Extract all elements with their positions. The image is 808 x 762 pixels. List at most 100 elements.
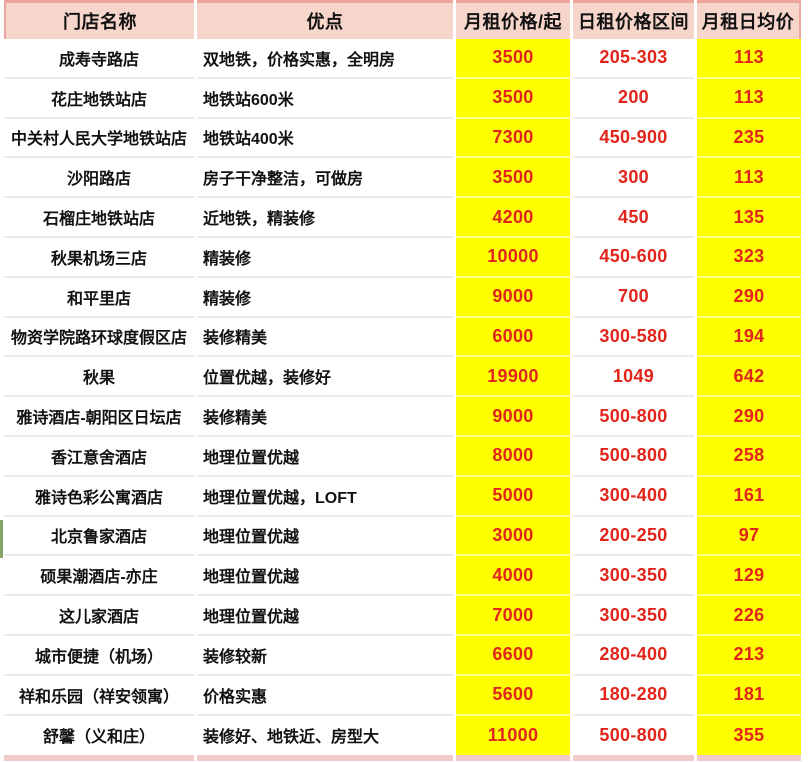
advantage-cell: 双地铁，价格实惠，全明房 <box>197 39 453 79</box>
monthly-price-cell: 4200 <box>456 198 570 238</box>
store-name-cell: 城市便捷（机场） <box>4 635 194 676</box>
column-header-daily-average: 月租日均价 <box>697 0 801 39</box>
monthly-price-cell: 3500 <box>456 39 570 79</box>
store-name-cell: 物资学院路环球度假区店 <box>4 317 194 358</box>
advantage-cell: 地理位置优越 <box>197 556 453 597</box>
monthly-price-cell: 6600 <box>456 635 570 676</box>
advantage-cell: 地理位置优越 <box>197 596 453 636</box>
daily-average-cell: 135 <box>697 198 801 238</box>
daily-average-cell: 194 <box>697 317 801 358</box>
column-header-monthly-price: 月租价格/起 <box>456 0 570 39</box>
monthly-price-cell: 7300 <box>456 118 570 159</box>
daily-range-cell: 200 <box>573 78 694 119</box>
monthly-price-cell: 10000 <box>456 237 570 278</box>
advantage-cell: 装修较新 <box>197 635 453 676</box>
column-header-daily-range: 日租价格区间 <box>573 0 694 39</box>
monthly-price-cell: 3500 <box>456 158 570 199</box>
store-name-cell: 祥和乐园（祥安领寓） <box>4 675 194 716</box>
daily-average-cell: 258 <box>697 436 801 477</box>
advantage-cell: 装修好、地铁近、房型大 <box>197 715 453 756</box>
daily-range-cell: 300-400 <box>573 476 694 517</box>
monthly-price-cell: 11000 <box>456 715 570 756</box>
advantage-cell: 地理位置优越 <box>197 516 453 557</box>
daily-average-cell: 290 <box>697 277 801 318</box>
advantage-cell: 装修精美 <box>197 317 453 358</box>
daily-range-cell: 300 <box>573 158 694 199</box>
store-name-cell: 成寿寺路店 <box>4 39 194 79</box>
daily-average-cell: 161 <box>697 476 801 517</box>
advantage-cell: 地铁站600米 <box>197 78 453 119</box>
monthly-price-cell: 9000 <box>456 397 570 437</box>
footer-strip <box>573 755 694 762</box>
advantage-cell: 房子干净整洁，可做房 <box>197 158 453 199</box>
daily-average-cell: 213 <box>697 635 801 676</box>
daily-range-cell: 450 <box>573 198 694 238</box>
daily-range-cell: 500-800 <box>573 715 694 756</box>
footer-strip <box>197 755 453 762</box>
daily-range-cell: 300-350 <box>573 556 694 597</box>
daily-range-cell: 200-250 <box>573 516 694 557</box>
daily-range-cell: 1049 <box>573 357 694 398</box>
monthly-price-cell: 3500 <box>456 78 570 119</box>
daily-average-cell: 129 <box>697 556 801 597</box>
store-name-cell: 秋果 <box>4 357 194 398</box>
store-name-cell: 沙阳路店 <box>4 158 194 199</box>
column-header-store-name: 门店名称 <box>4 0 194 39</box>
daily-average-cell: 642 <box>697 357 801 398</box>
store-name-cell: 和平里店 <box>4 277 194 318</box>
monthly-price-cell: 19900 <box>456 357 570 398</box>
monthly-price-cell: 5600 <box>456 675 570 716</box>
daily-average-cell: 113 <box>697 158 801 199</box>
store-name-cell: 雅诗酒店-朝阳区日坛店 <box>4 397 194 437</box>
advantage-cell: 装修精美 <box>197 397 453 437</box>
store-name-cell: 秋果机场三店 <box>4 237 194 278</box>
store-name-cell: 中关村人民大学地铁站店 <box>4 118 194 159</box>
daily-average-cell: 355 <box>697 715 801 756</box>
store-name-cell: 硕果潮酒店-亦庄 <box>4 556 194 597</box>
store-name-cell: 这儿家酒店 <box>4 596 194 636</box>
monthly-price-cell: 4000 <box>456 556 570 597</box>
daily-average-cell: 181 <box>697 675 801 716</box>
daily-range-cell: 500-800 <box>573 397 694 437</box>
footer-strip <box>697 755 801 762</box>
monthly-price-cell: 3000 <box>456 516 570 557</box>
advantage-cell: 地铁站400米 <box>197 118 453 159</box>
advantage-cell: 地理位置优越 <box>197 436 453 477</box>
footer-strip <box>4 755 194 762</box>
daily-range-cell: 700 <box>573 277 694 318</box>
store-name-cell: 石榴庄地铁站店 <box>4 198 194 238</box>
monthly-price-cell: 5000 <box>456 476 570 517</box>
store-name-cell: 雅诗色彩公寓酒店 <box>4 476 194 517</box>
daily-average-cell: 290 <box>697 397 801 437</box>
store-name-cell: 花庄地铁站店 <box>4 78 194 119</box>
daily-average-cell: 113 <box>697 39 801 79</box>
daily-range-cell: 300-350 <box>573 596 694 636</box>
advantage-cell: 价格实惠 <box>197 675 453 716</box>
daily-range-cell: 205-303 <box>573 39 694 79</box>
daily-range-cell: 450-900 <box>573 118 694 159</box>
daily-range-cell: 300-580 <box>573 317 694 358</box>
advantage-cell: 地理位置优越，LOFT <box>197 476 453 517</box>
monthly-price-cell: 8000 <box>456 436 570 477</box>
advantage-cell: 近地铁，精装修 <box>197 198 453 238</box>
monthly-price-cell: 6000 <box>456 317 570 358</box>
advantage-cell: 精装修 <box>197 277 453 318</box>
daily-average-cell: 97 <box>697 516 801 557</box>
monthly-price-cell: 7000 <box>456 596 570 636</box>
daily-range-cell: 500-800 <box>573 436 694 477</box>
advantage-cell: 位置优越，装修好 <box>197 357 453 398</box>
daily-range-cell: 280-400 <box>573 635 694 676</box>
daily-average-cell: 323 <box>697 237 801 278</box>
daily-range-cell: 180-280 <box>573 675 694 716</box>
daily-average-cell: 235 <box>697 118 801 159</box>
rental-price-table: 门店名称 优点 月租价格/起 日租价格区间 月租日均价 成寿寺路店 双地铁，价格… <box>4 0 801 762</box>
green-edge-artifact <box>0 520 3 558</box>
store-name-cell: 香江意舍酒店 <box>4 436 194 477</box>
monthly-price-cell: 9000 <box>456 277 570 318</box>
daily-average-cell: 226 <box>697 596 801 636</box>
column-header-advantage: 优点 <box>197 0 453 39</box>
daily-range-cell: 450-600 <box>573 237 694 278</box>
footer-strip <box>456 755 570 762</box>
store-name-cell: 北京鲁家酒店 <box>4 516 194 557</box>
